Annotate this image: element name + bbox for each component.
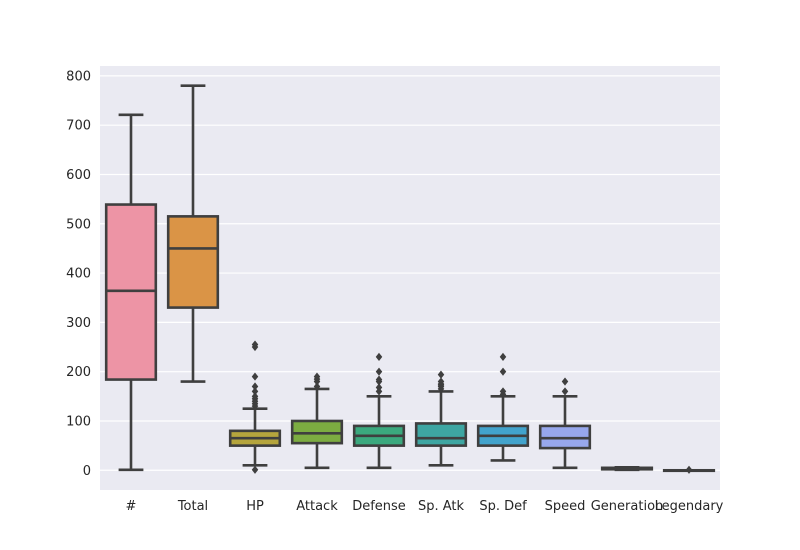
box-5 — [352, 352, 406, 470]
outlier-point — [499, 352, 507, 361]
outlier-point — [685, 465, 693, 474]
box-6 — [414, 370, 468, 467]
outlier-point — [561, 377, 569, 386]
y-tick-label: 800 — [66, 69, 91, 84]
y-tick-label: 300 — [66, 316, 91, 331]
outlier-point — [251, 465, 259, 474]
box-3 — [228, 340, 282, 474]
x-tick-label: Generation — [591, 499, 664, 514]
y-tick-label: 600 — [66, 168, 91, 183]
y-tick-label: 700 — [66, 119, 91, 134]
box-2 — [166, 84, 220, 383]
y-tick-label: 500 — [66, 217, 91, 232]
outlier-point — [313, 372, 321, 381]
x-tick-label: Sp. Atk — [418, 499, 465, 514]
box-10 — [662, 465, 716, 474]
outlier-point — [251, 392, 259, 401]
outlier-point — [499, 367, 507, 376]
x-tick-label: Attack — [296, 499, 338, 514]
x-tick-label: Speed — [545, 499, 586, 514]
x-tick-label: Sp. Def — [479, 499, 527, 514]
outlier-point — [251, 382, 259, 391]
iqr-box — [166, 215, 220, 309]
box-4 — [290, 372, 344, 470]
outlier-point — [437, 377, 445, 386]
box-8 — [538, 377, 592, 470]
outlier-point — [251, 387, 259, 396]
outlier-point — [251, 372, 259, 381]
x-tick-label: Defense — [352, 499, 406, 514]
box-9 — [600, 466, 654, 472]
y-tick-label: 0 — [83, 464, 91, 479]
x-tick-label: Total — [177, 499, 208, 514]
outlier-point — [375, 352, 383, 361]
y-tick-label: 100 — [66, 414, 91, 429]
box-1 — [104, 113, 158, 472]
outlier-point — [499, 387, 507, 396]
x-tick-label: HP — [246, 499, 264, 514]
outlier-point — [437, 370, 445, 379]
outlier-point — [561, 387, 569, 396]
outlier-point — [375, 383, 383, 392]
y-tick-label: 400 — [66, 267, 91, 282]
y-tick-label: 200 — [66, 365, 91, 380]
x-tick-label: Legendary — [655, 499, 724, 514]
outlier-point — [375, 375, 383, 384]
iqr-box — [414, 422, 468, 447]
box-7 — [476, 352, 530, 462]
outlier-point — [375, 367, 383, 376]
x-tick-label: # — [126, 499, 137, 514]
outlier-point — [313, 382, 321, 391]
outlier-point — [251, 340, 259, 349]
